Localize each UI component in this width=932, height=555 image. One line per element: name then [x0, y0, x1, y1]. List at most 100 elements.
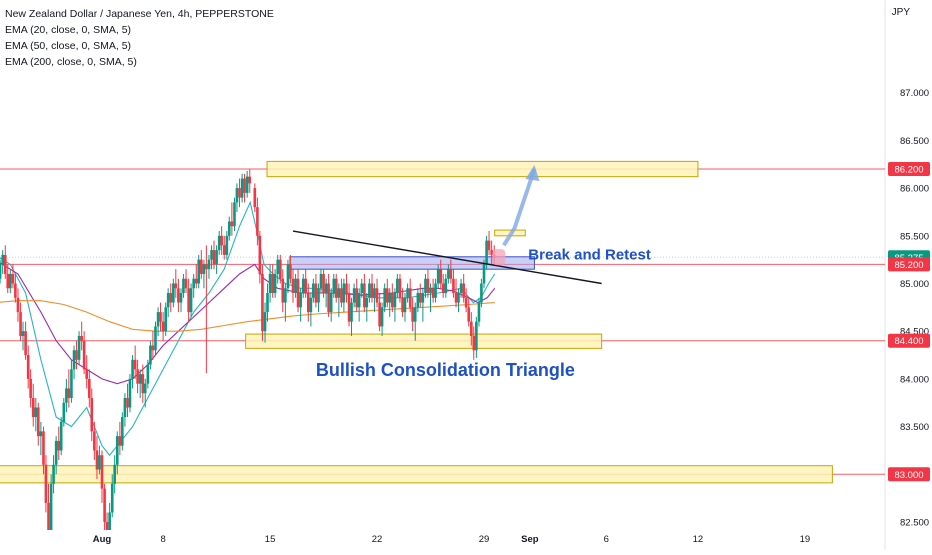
- candle: [248, 169, 252, 193]
- candle-body: [480, 283, 483, 303]
- candle-body: [103, 488, 106, 522]
- candle-body: [105, 522, 109, 530]
- candle: [9, 269, 12, 294]
- y-tick-label: 86.000: [900, 184, 929, 195]
- candle-body: [24, 331, 27, 356]
- candle-body: [205, 264, 208, 270]
- candle: [294, 273, 297, 298]
- candle-body: [393, 293, 397, 308]
- candle: [57, 426, 61, 460]
- candle-body: [245, 176, 249, 193]
- candle-body: [67, 388, 71, 398]
- candle: [31, 383, 35, 427]
- candle: [174, 269, 178, 298]
- candle: [115, 431, 119, 475]
- candle-body: [352, 288, 356, 303]
- candle: [131, 355, 134, 389]
- candle: [467, 297, 471, 327]
- candle: [276, 254, 280, 284]
- candle-body: [95, 450, 99, 470]
- candle: [146, 359, 150, 389]
- candle-body: [217, 235, 221, 251]
- candle: [154, 321, 157, 356]
- indicator-ema-200[interactable]: EMA (200, close, 0, SMA, 5): [5, 56, 137, 68]
- candle: [202, 259, 206, 289]
- candle: [436, 264, 440, 289]
- candle-body: [436, 269, 440, 284]
- candle: [113, 455, 116, 494]
- candle: [472, 326, 476, 360]
- candle: [306, 283, 310, 322]
- candle-body: [322, 273, 325, 294]
- candle-body: [11, 273, 15, 284]
- candle: [14, 273, 17, 303]
- candle-body: [172, 283, 175, 303]
- candle-body: [368, 283, 371, 298]
- candle-body: [238, 188, 241, 198]
- candle-body: [406, 288, 409, 298]
- candle: [233, 197, 236, 232]
- candle: [375, 278, 379, 308]
- candle: [261, 264, 264, 341]
- candle: [299, 288, 302, 322]
- candle: [281, 269, 285, 313]
- candle: [143, 378, 147, 408]
- indicator-ema-20[interactable]: EMA (20, close, 0, SMA, 5): [5, 24, 132, 36]
- candle-body: [324, 283, 328, 294]
- candle: [207, 254, 211, 279]
- candle: [352, 283, 356, 308]
- y-tick-label: 83.500: [900, 422, 929, 433]
- candle-body: [1, 254, 4, 265]
- candle-body: [108, 512, 111, 530]
- candle-body: [284, 288, 287, 303]
- candle-body: [9, 273, 12, 289]
- candle-body: [70, 369, 73, 398]
- candle-body: [363, 283, 366, 308]
- candle: [357, 288, 361, 322]
- candle: [16, 288, 20, 322]
- candle: [398, 273, 402, 303]
- candle-body: [452, 278, 455, 294]
- candle: [72, 345, 76, 379]
- candle: [225, 231, 229, 260]
- candle-body: [121, 417, 124, 446]
- candle: [70, 359, 73, 403]
- candle-body: [462, 283, 465, 298]
- candle-body: [411, 307, 414, 322]
- candle-body: [408, 288, 412, 308]
- candle-body: [383, 288, 386, 308]
- candle-body: [391, 293, 394, 308]
- candle-body: [490, 250, 493, 255]
- candle-body: [477, 302, 481, 322]
- candle-body: [110, 483, 114, 513]
- candle-body: [192, 278, 195, 289]
- candle-body: [487, 240, 491, 251]
- candle-body: [454, 293, 458, 303]
- candle-body: [365, 297, 369, 308]
- candle-body: [131, 359, 134, 379]
- candle-body: [418, 293, 422, 303]
- candle-body: [14, 283, 17, 298]
- candle: [304, 269, 307, 298]
- x-tick-label: 12: [693, 534, 704, 545]
- candle-body: [329, 293, 333, 313]
- candle: [403, 293, 407, 322]
- candle-body: [334, 278, 338, 298]
- candle-body: [357, 293, 361, 308]
- candle-body: [52, 464, 55, 484]
- candle: [337, 283, 341, 317]
- candle-body: [347, 293, 351, 322]
- candle: [271, 264, 274, 298]
- projection-arrow-head: [525, 165, 540, 182]
- candle: [314, 273, 318, 308]
- candle: [418, 283, 422, 308]
- indicator-ema-50[interactable]: EMA (50, close, 0, SMA, 5): [5, 40, 132, 52]
- candle: [449, 259, 453, 284]
- candle: [385, 278, 389, 308]
- candle: [322, 269, 325, 298]
- candle: [373, 283, 376, 313]
- candle: [166, 288, 170, 317]
- candle: [136, 359, 139, 394]
